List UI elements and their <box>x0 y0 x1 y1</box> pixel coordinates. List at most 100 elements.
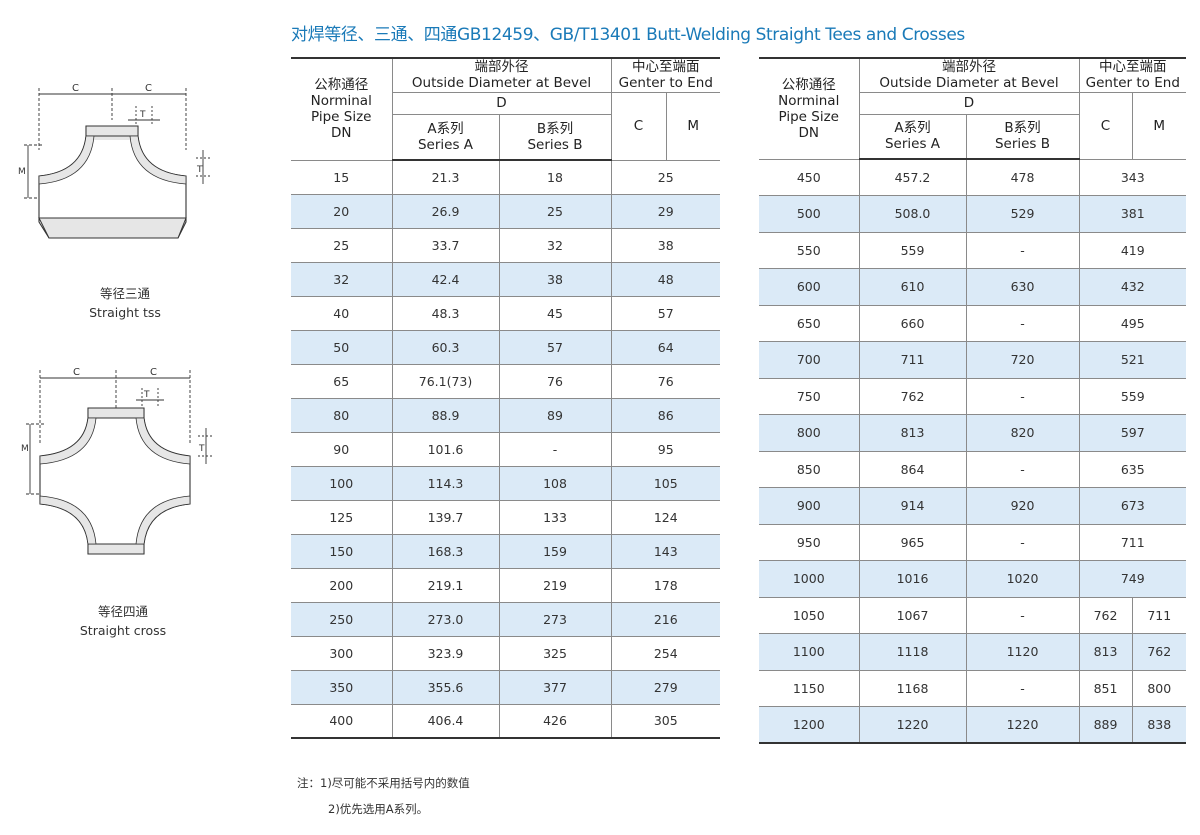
cell-series-b: 630 <box>965 268 1080 306</box>
table-row: 150 168.3 159 143 <box>291 533 721 569</box>
cell-dn: 650 <box>759 304 860 342</box>
note-2: 2)优先选用A系列。 <box>328 802 429 816</box>
cell-dn: 40 <box>291 295 393 331</box>
header-cte-en: Genter to End <box>618 75 713 92</box>
table-row: 1150 1168-851 800 <box>759 669 1187 707</box>
cell-series-a: 762 <box>858 377 967 415</box>
cell-dn: 350 <box>291 669 393 705</box>
tee-caption-cn: 等径三通 <box>99 286 150 301</box>
header-cte-cn: 中心至端面 <box>632 59 700 76</box>
cell-dn: 80 <box>291 397 393 433</box>
table-row: 125 139.7 133 124 <box>291 499 721 535</box>
cell-dn: 90 <box>291 431 393 467</box>
cross-dimension-c-left: C <box>73 367 80 378</box>
cell-series-a: 114.3 <box>391 465 500 501</box>
cell-series-a: 168.3 <box>391 533 500 569</box>
cell-series-b: 529 <box>965 195 1080 233</box>
cell-dn: 250 <box>291 601 393 637</box>
cell-series-b: 273 <box>498 601 612 637</box>
cell-center-to-end: 216 <box>610 601 721 637</box>
cell-center-to-end-c: 889 <box>1078 706 1133 744</box>
cell-series-b: 89 <box>498 397 612 433</box>
table-row: 600 610 630 432 <box>759 268 1187 306</box>
cell-center-to-end-c: 813 <box>1078 633 1133 671</box>
cell-dn: 1000 <box>759 560 860 598</box>
header-dn-en2: Pipe Size <box>311 109 372 126</box>
cell-series-a: 406.4 <box>391 703 500 739</box>
cell-series-b: 25 <box>498 193 612 229</box>
header-series-a-en: Series A <box>417 136 474 153</box>
header-series-b: B系列 Series B <box>965 113 1080 160</box>
cell-series-b: 377 <box>498 669 612 705</box>
cell-series-b: 133 <box>498 499 612 535</box>
table-row: 90 101.6-95 <box>291 431 721 467</box>
cell-dn: 15 <box>291 159 393 195</box>
cell-series-b: 38 <box>498 261 612 297</box>
cell-series-a: 219.1 <box>391 567 500 603</box>
cell-series-a: 21.3 <box>391 159 500 195</box>
cell-series-b: 57 <box>498 329 612 365</box>
cell-dn: 32 <box>291 261 393 297</box>
table-row: 500 508.0 529 381 <box>759 195 1187 233</box>
table-row: 700 711 720 521 <box>759 341 1187 379</box>
header-col-c: C <box>1078 91 1133 160</box>
cell-series-a: 33.7 <box>391 227 500 263</box>
table-row: 550 559-419 <box>759 231 1187 269</box>
header-d-symbol: D <box>858 91 1080 115</box>
table-row: 32 42.4 38 48 <box>291 261 721 297</box>
cell-center-to-end: 419 <box>1078 231 1187 269</box>
cell-series-a: 139.7 <box>391 499 500 535</box>
cell-center-to-end: 495 <box>1078 304 1187 342</box>
cell-dn: 900 <box>759 487 860 525</box>
cell-series-a: 508.0 <box>858 195 967 233</box>
cell-dn: 1100 <box>759 633 860 671</box>
cell-dn: 65 <box>291 363 393 399</box>
cell-dn: 25 <box>291 227 393 263</box>
cell-center-to-end: 673 <box>1078 487 1187 525</box>
dimension-table-left: 公称通径 Norminal Pipe Size DN 端部外径 Outside … <box>291 57 721 739</box>
table-row: 750 762-559 <box>759 377 1187 415</box>
cell-series-a: 559 <box>858 231 967 269</box>
cell-series-b: 1020 <box>965 560 1080 598</box>
cell-center-to-end: 343 <box>1078 158 1187 196</box>
table-row: 100 114.3 108 105 <box>291 465 721 501</box>
cross-dimension-m: M <box>21 444 29 454</box>
cell-series-b: 219 <box>498 567 612 603</box>
header-cte-en: Genter to End <box>1085 75 1180 92</box>
table-row: 900 914 920 673 <box>759 487 1187 525</box>
cell-series-b: - <box>965 523 1080 561</box>
cell-center-to-end-c: 762 <box>1078 596 1133 634</box>
cell-center-to-end: 749 <box>1078 560 1187 598</box>
cell-series-b: 1120 <box>965 633 1080 671</box>
cross-dimension-t-top: T <box>143 390 150 400</box>
table-row: 400 406.4 426 305 <box>291 703 721 739</box>
cell-series-a: 42.4 <box>391 261 500 297</box>
straight-cross-drawing: C C T M T <box>21 367 214 555</box>
tee-caption-en: Straight tss <box>89 305 161 320</box>
cell-center-to-end-m: 762 <box>1131 633 1187 671</box>
cell-series-b: 920 <box>965 487 1080 525</box>
cell-series-a: 914 <box>858 487 967 525</box>
cell-series-b: 159 <box>498 533 612 569</box>
cell-series-b: 325 <box>498 635 612 671</box>
cell-series-b: 720 <box>965 341 1080 379</box>
cell-series-b: - <box>965 450 1080 488</box>
cell-center-to-end: 635 <box>1078 450 1187 488</box>
table-row: 250 273.0 273 216 <box>291 601 721 637</box>
table-row: 200 219.1 219 178 <box>291 567 721 603</box>
header-od-en: Outside Diameter at Bevel <box>411 75 592 92</box>
cell-series-b: 426 <box>498 703 612 739</box>
notes: 注：1)尽可能不采用括号内的数值 2)优先选用A系列。 <box>297 770 470 822</box>
header-col-m: M <box>1131 91 1187 160</box>
table-row: 20 26.9 25 29 <box>291 193 721 229</box>
cell-dn: 700 <box>759 341 860 379</box>
cell-series-b: 108 <box>498 465 612 501</box>
table-row: 450 457.2 478 343 <box>759 158 1187 196</box>
cell-center-to-end: 178 <box>610 567 721 603</box>
header-col-m: M <box>665 91 721 161</box>
cell-dn: 850 <box>759 450 860 488</box>
cell-series-a: 355.6 <box>391 669 500 705</box>
cell-series-a: 965 <box>858 523 967 561</box>
cell-center-to-end: 48 <box>610 261 721 297</box>
cell-center-to-end: 57 <box>610 295 721 331</box>
